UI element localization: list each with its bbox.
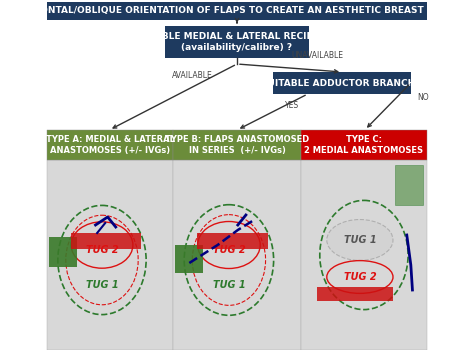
Text: TUG 1: TUG 1 — [344, 235, 376, 245]
Text: TUG 2: TUG 2 — [344, 272, 376, 282]
Text: UNAVAILABLE: UNAVAILABLE — [292, 51, 344, 60]
Text: TYPE B: FLAPS ANASTOMOSED
IN SERIES  (+/- IVGs): TYPE B: FLAPS ANASTOMOSED IN SERIES (+/-… — [165, 135, 309, 155]
Bar — [175, 245, 203, 273]
Bar — [165, 26, 309, 58]
Text: TUG 2: TUG 2 — [86, 245, 118, 255]
Bar — [49, 237, 77, 267]
Bar — [317, 287, 393, 301]
Text: TUG 1: TUG 1 — [213, 280, 245, 290]
Ellipse shape — [327, 219, 393, 260]
Bar — [47, 2, 427, 20]
Bar — [197, 233, 268, 249]
Bar — [47, 130, 173, 160]
Text: TUG 1: TUG 1 — [86, 280, 118, 290]
Bar — [173, 130, 301, 160]
Text: YES: YES — [284, 102, 299, 111]
Bar — [301, 130, 427, 160]
Bar — [273, 72, 411, 94]
Text: SUITABLE MEDIAL & LATERAL RECIPIENTS
(availability/calibre) ?: SUITABLE MEDIAL & LATERAL RECIPIENTS (av… — [131, 32, 343, 52]
Bar — [47, 160, 173, 350]
Bar — [301, 160, 427, 350]
Text: AVAILABLE: AVAILABLE — [172, 71, 213, 80]
Text: TYPE C:
2 MEDIAL ANASTOMOSES: TYPE C: 2 MEDIAL ANASTOMOSES — [304, 135, 423, 155]
Text: HORIZONTAL/OBLIQUE ORIENTATION OF FLAPS TO CREATE AN AESTHETIC BREAST MOUND: HORIZONTAL/OBLIQUE ORIENTATION OF FLAPS … — [8, 7, 466, 15]
Text: NO: NO — [417, 93, 429, 103]
Text: TYPE A: MEDIAL & LATERAL
ANASTOMOSES (+/- IVGs): TYPE A: MEDIAL & LATERAL ANASTOMOSES (+/… — [46, 135, 174, 155]
Bar — [71, 233, 141, 249]
Text: SUITABLE ADDUCTOR BRANCH ?: SUITABLE ADDUCTOR BRANCH ? — [261, 78, 423, 88]
Bar — [395, 165, 423, 205]
Bar — [173, 160, 301, 350]
Text: TUG 2: TUG 2 — [213, 245, 245, 255]
